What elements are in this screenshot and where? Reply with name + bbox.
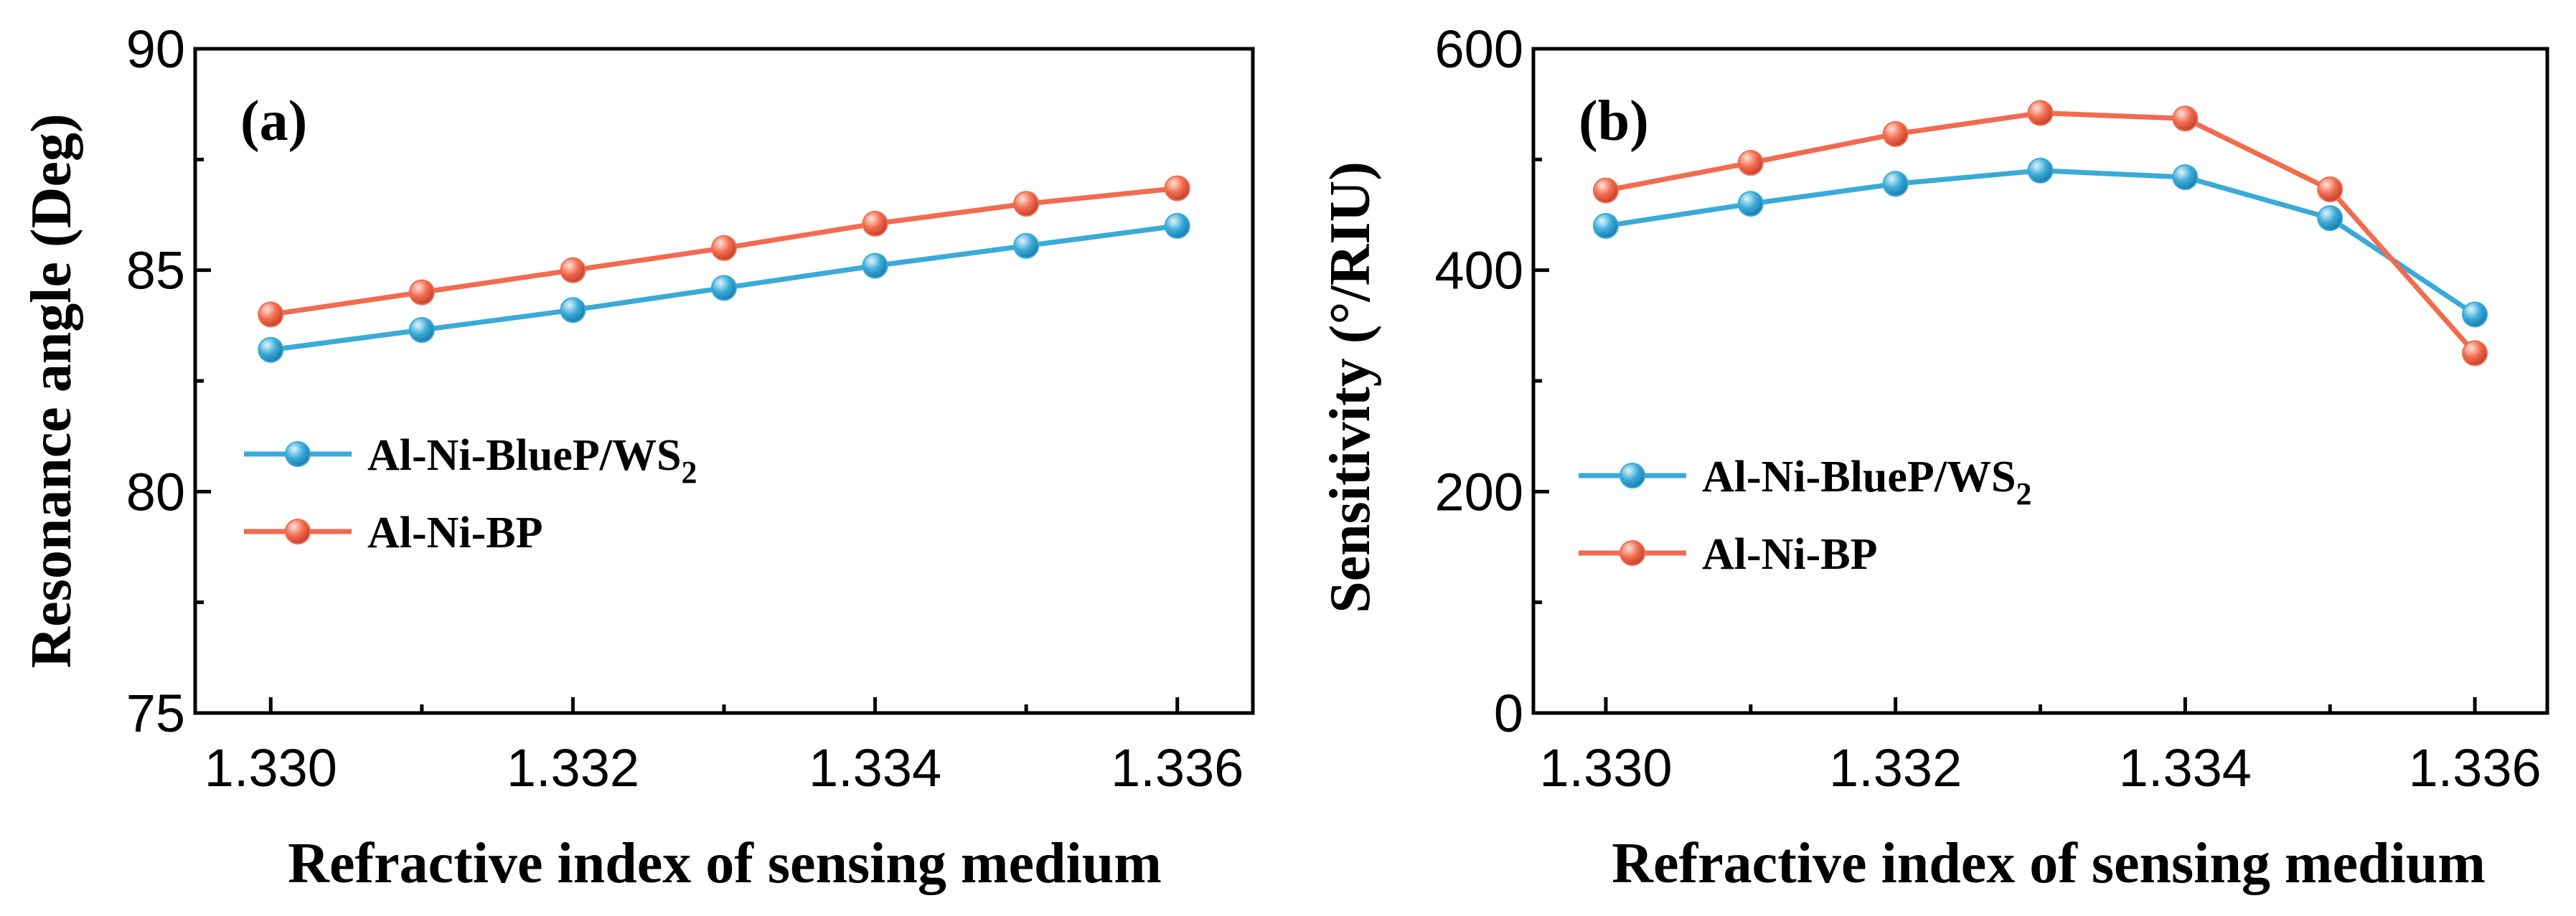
data-point-a-0	[408, 317, 435, 344]
data-point-b-0	[1882, 171, 1909, 197]
data-point-b-0	[2317, 205, 2344, 232]
data-point-b-1	[2462, 340, 2488, 367]
legend-label-main: Al-Ni-BlueP/WS	[1702, 453, 2016, 501]
x-tick-label-b: 1.332	[1829, 738, 1962, 798]
legend-marker-a-1	[285, 519, 311, 544]
legend-label-b-1: Al-Ni-BP	[1702, 530, 1878, 579]
legend-marker-a-0	[285, 441, 311, 467]
legend-label-subscript: 2	[681, 455, 697, 490]
panel-label-a: (a)	[240, 90, 307, 153]
legend-marker-b-1	[1620, 540, 1645, 566]
x-tick-label-a: 1.330	[205, 738, 337, 798]
data-point-b-0	[2172, 164, 2199, 191]
x-tick-label-b: 1.336	[2408, 738, 2541, 798]
y-tick-label-a: 75	[126, 684, 185, 743]
data-point-b-1	[1737, 149, 1764, 176]
x-tick-label-a: 1.332	[507, 738, 639, 798]
panel-a: (a) Resonance angle (Deg) Refractive ind…	[20, 19, 1255, 895]
data-point-a-0	[258, 336, 284, 363]
x-axis-label-a: Refractive index of sensing medium	[288, 832, 1162, 895]
x-tick-label-b: 1.334	[2119, 738, 2252, 798]
x-tick-label-b: 1.330	[1539, 738, 1672, 798]
data-point-a-0	[560, 297, 586, 324]
legend-label-b-0: Al-Ni-BlueP/WS2	[1702, 453, 2031, 511]
data-point-b-1	[2027, 100, 2054, 126]
y-tick-label-a: 90	[126, 19, 185, 79]
y-axis-label-a: Resonance angle (Deg)	[20, 113, 83, 668]
data-point-a-1	[560, 257, 586, 283]
y-tick-label-b: 200	[1435, 462, 1523, 521]
series-line-b-0	[1605, 168, 2477, 317]
data-point-a-1	[408, 279, 435, 306]
legend-marker-b-0	[1620, 463, 1645, 488]
x-axis-label-b: Refractive index of sensing medium	[1612, 832, 2486, 895]
plot-area-b: 1.330 1.332 1.334 1.336 0 200 400 600	[1435, 19, 2549, 798]
data-point-b-0	[1592, 212, 1619, 239]
data-point-a-1	[258, 301, 284, 328]
data-point-a-0	[711, 275, 737, 301]
data-point-a-1	[1164, 175, 1190, 202]
panel-b: (b) Sensitivity (°/RIU) Refractive index…	[1319, 19, 2549, 895]
data-point-a-0	[1013, 232, 1040, 259]
y-axis-label-b: Sensitivity (°/RIU)	[1319, 161, 1382, 613]
x-tick-label-a: 1.334	[809, 738, 941, 798]
legend-label-main: Al-Ni-BP	[1702, 530, 1878, 579]
data-point-b-1	[1882, 121, 1909, 147]
legend-label-subscript: 2	[2016, 476, 2031, 511]
y-tick-label-b: 400	[1435, 241, 1523, 301]
data-point-b-0	[2027, 157, 2054, 184]
legend-label-main: Al-Ni-BlueP/WS	[367, 431, 681, 480]
y-tick-label-a: 80	[126, 462, 185, 521]
legend-label-a-1: Al-Ni-BP	[367, 509, 543, 557]
legend-b: Al-Ni-BlueP/WS2 Al-Ni-BP	[1579, 453, 2031, 579]
data-point-a-1	[1013, 191, 1040, 217]
axes-frame-a	[193, 47, 1255, 715]
series-line-b-1	[1605, 110, 2477, 355]
legend-label-a-0: Al-Ni-BlueP/WS2	[367, 431, 697, 490]
y-tick-label-a: 85	[126, 241, 185, 301]
data-point-a-1	[711, 235, 737, 261]
plot-area-a: 1.330 1.332 1.334 1.336 75 80 85 90	[126, 19, 1255, 798]
axes-frame-b	[1531, 47, 2549, 715]
data-point-a-0	[1164, 212, 1190, 239]
legend-label-main: Al-Ni-BP	[367, 509, 543, 557]
legend-a: Al-Ni-BlueP/WS2 Al-Ni-BP	[244, 431, 697, 557]
data-point-b-0	[2462, 301, 2488, 328]
x-tick-label-a: 1.336	[1111, 738, 1244, 798]
y-tick-label-b: 600	[1435, 19, 1523, 79]
data-point-b-1	[1592, 177, 1619, 204]
data-point-b-1	[2172, 105, 2199, 132]
panel-label-b: (b)	[1579, 90, 1649, 153]
y-tick-label-b: 0	[1494, 684, 1523, 743]
data-point-b-0	[1737, 191, 1764, 217]
data-point-a-0	[862, 252, 888, 279]
data-point-a-1	[862, 210, 888, 237]
data-point-b-1	[2317, 176, 2344, 203]
